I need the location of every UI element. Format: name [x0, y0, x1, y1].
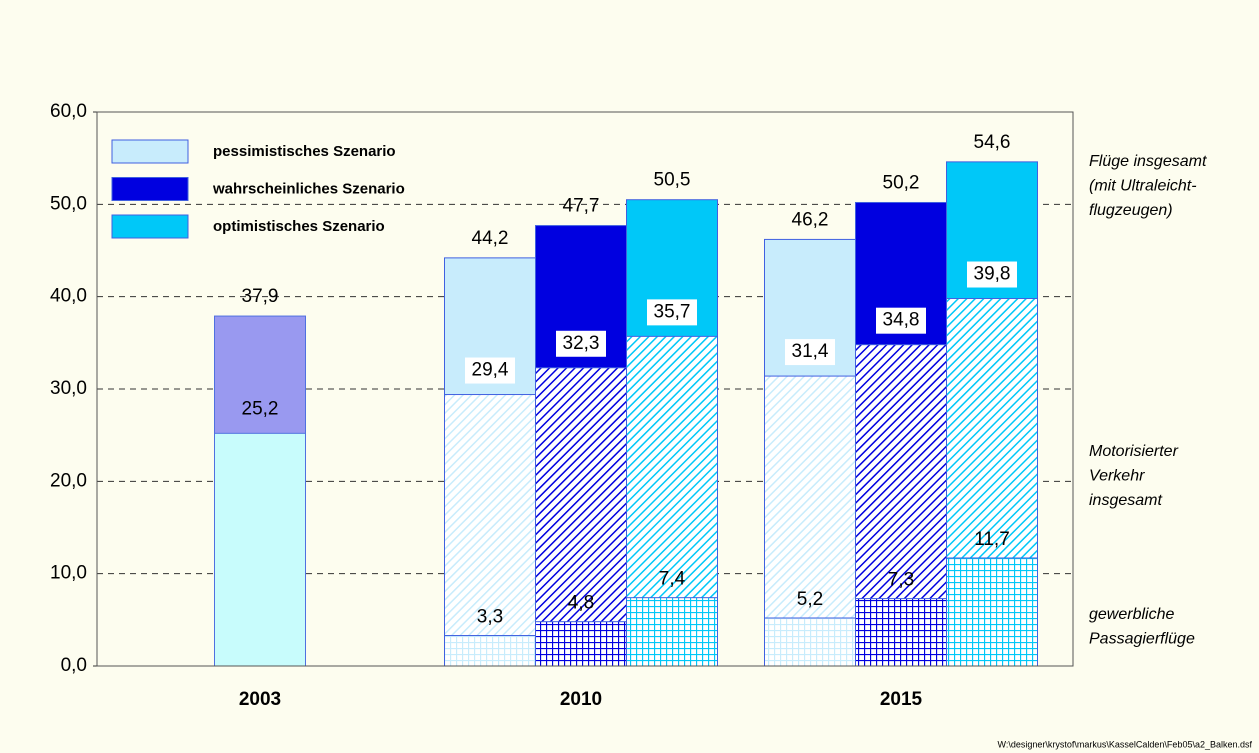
data-label: 50,2	[883, 173, 920, 194]
layer-annotation: Flüge insgesamt	[1089, 153, 1207, 170]
data-label: 39,8	[974, 264, 1011, 285]
x-tick-label: 2010	[560, 689, 602, 710]
x-tick-label: 2015	[880, 689, 923, 710]
legend-label: pessimistisches Szenario	[213, 143, 396, 160]
y-tick-label: 60,0	[50, 101, 87, 122]
y-tick-label: 30,0	[50, 378, 87, 399]
bar	[444, 394, 536, 667]
data-label: 29,4	[472, 360, 509, 381]
data-label: 7,3	[888, 570, 914, 591]
layer-annotation: (mit Ultraleicht-	[1089, 178, 1197, 195]
label-box	[967, 261, 1017, 288]
data-label: 3,3	[477, 607, 503, 628]
label-box	[876, 307, 926, 334]
bar	[535, 621, 627, 667]
data-label: 25,2	[242, 398, 279, 419]
plot-frame	[96, 111, 1074, 667]
legend-swatch	[111, 139, 189, 164]
y-tick-label: 50,0	[50, 193, 87, 214]
data-label: 4,8	[568, 593, 594, 614]
bar	[214, 432, 306, 667]
data-label: 34,8	[883, 310, 920, 331]
x-tick-label: 2003	[239, 689, 281, 710]
data-label: 46,2	[792, 209, 829, 230]
data-label: 11,7	[974, 529, 1010, 550]
bar	[946, 557, 1038, 667]
legend-label: optimistisches Szenario	[213, 218, 385, 235]
layer-annotation: Motorisierter	[1089, 443, 1179, 460]
layer-annotation: insgesamt	[1089, 492, 1162, 509]
layer-annotation: Verkehr	[1089, 468, 1145, 485]
data-label: 5,2	[797, 589, 823, 610]
y-tick-label: 40,0	[50, 286, 87, 307]
data-label: 7,4	[659, 569, 686, 590]
bar	[626, 597, 718, 667]
label-box	[556, 330, 606, 357]
data-label: 50,5	[654, 170, 691, 191]
footer: W:\designer\krystof\markus\KasselCalden\…	[998, 739, 1253, 749]
legend-swatch	[111, 214, 189, 239]
label-box	[465, 357, 515, 384]
y-tick-label: 20,0	[50, 470, 87, 491]
bar	[535, 367, 627, 667]
data-label: 44,2	[472, 228, 509, 249]
data-label: 54,6	[974, 132, 1011, 153]
label-box	[785, 339, 835, 366]
bar	[444, 635, 536, 667]
layer-annotation: flugzeugen)	[1089, 202, 1173, 219]
legend-label: wahrscheinliches Szenario	[212, 180, 405, 197]
layer-annotation: Passagierflüge	[1089, 631, 1195, 648]
data-label: 31,4	[792, 341, 829, 362]
bar	[855, 598, 947, 667]
data-label: 35,7	[654, 301, 691, 322]
y-tick-label: 10,0	[50, 563, 87, 584]
label-box	[647, 299, 697, 326]
data-label: 47,7	[563, 196, 600, 217]
legend-swatch	[111, 177, 189, 201]
data-label: 37,9	[242, 286, 279, 307]
layer-annotation: gewerbliche	[1089, 606, 1174, 623]
y-tick-label: 0,0	[61, 655, 87, 676]
bar	[764, 617, 856, 667]
data-label: 32,3	[563, 333, 600, 354]
